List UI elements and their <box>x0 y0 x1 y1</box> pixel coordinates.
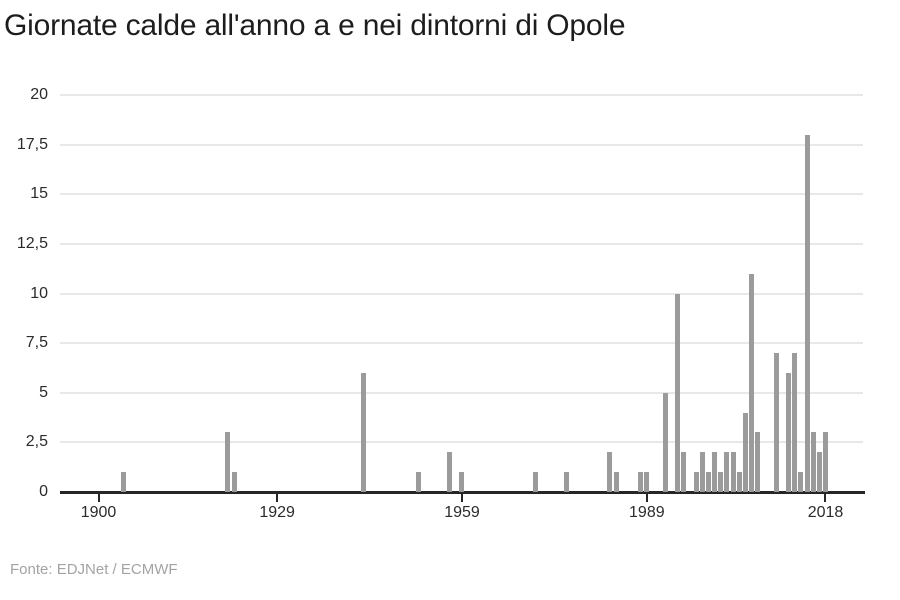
y-gridline <box>60 242 863 245</box>
bar-year-1994 <box>675 293 681 492</box>
bar-year-2001 <box>718 472 724 492</box>
source-note: Fonte: EDJNet / ECMWF <box>10 561 178 578</box>
y-gridline <box>60 342 863 345</box>
bar-year-1943 <box>360 372 366 492</box>
bar-year-2000 <box>712 452 718 492</box>
bar-year-1984 <box>613 472 619 492</box>
bar-year-2007 <box>755 432 761 492</box>
x-axis-tick <box>276 494 279 502</box>
x-axis-tick <box>460 494 463 502</box>
x-axis-tick-label: 2018 <box>807 504 844 521</box>
bar-year-1921 <box>225 432 231 492</box>
bar-year-1995 <box>681 452 687 492</box>
bar-year-2017 <box>816 452 822 492</box>
x-axis-tick-label: 1989 <box>629 504 665 521</box>
bar-year-2014 <box>798 472 804 492</box>
bar-year-2015 <box>804 134 810 492</box>
bar-year-2005 <box>742 412 748 492</box>
y-gridline <box>60 292 863 295</box>
bar-year-1904 <box>120 472 126 492</box>
y-axis-tick-label: 15 <box>30 185 48 203</box>
bar-year-2012 <box>786 372 792 492</box>
y-gridline <box>60 193 863 196</box>
x-axis-tick-label: 1929 <box>259 504 295 521</box>
bar-year-1989 <box>644 472 650 492</box>
y-axis-tick-label: 10 <box>30 284 48 302</box>
bar-year-1957 <box>447 452 453 492</box>
bar-year-1998 <box>699 452 705 492</box>
x-axis-tick <box>645 494 648 502</box>
chart-title: Giornate calde all'anno a e nei dintorni… <box>4 9 626 42</box>
y-gridline <box>60 94 863 96</box>
bar-year-1952 <box>416 472 422 492</box>
y-axis-tick-label: 5 <box>39 383 48 401</box>
x-axis-tick-label: 1900 <box>80 504 117 521</box>
x-axis-tick <box>97 494 100 502</box>
y-axis-tick-label: 2,5 <box>25 433 48 451</box>
y-axis-tick-label: 12,5 <box>16 234 48 252</box>
bar-year-1983 <box>607 452 613 492</box>
bar-year-1976 <box>564 472 570 492</box>
y-gridline <box>60 441 863 444</box>
y-gridline <box>60 391 863 394</box>
bar-year-1922 <box>231 472 237 492</box>
y-gridline <box>60 143 863 146</box>
bar-year-1959 <box>459 472 465 492</box>
bar-year-2013 <box>792 353 798 492</box>
x-axis-line <box>60 491 865 494</box>
x-axis-tick-label: 1959 <box>444 504 480 521</box>
y-axis-tick-label: 17,5 <box>16 135 48 153</box>
bar-year-1971 <box>533 472 539 492</box>
edjn-logo-link[interactable]: EUROPEAN DATA JOURNALISM NETWORK <box>700 535 900 600</box>
y-axis-tick-label: 0 <box>39 483 48 500</box>
bar-year-1999 <box>705 472 711 492</box>
bar-year-2016 <box>810 432 816 492</box>
bar-year-2010 <box>773 353 779 492</box>
bar-year-2006 <box>749 273 755 492</box>
x-axis-tick <box>824 494 827 502</box>
bar-year-2003 <box>730 452 736 492</box>
bar-year-1992 <box>662 392 668 492</box>
bar-year-1997 <box>693 472 699 492</box>
bar-year-2004 <box>736 472 742 492</box>
bar-year-1988 <box>638 472 644 492</box>
y-axis-tick-label: 20 <box>30 86 48 103</box>
y-axis-tick-label: 7,5 <box>25 334 48 352</box>
bar-year-2002 <box>724 452 730 492</box>
bar-year-2018 <box>822 432 828 492</box>
